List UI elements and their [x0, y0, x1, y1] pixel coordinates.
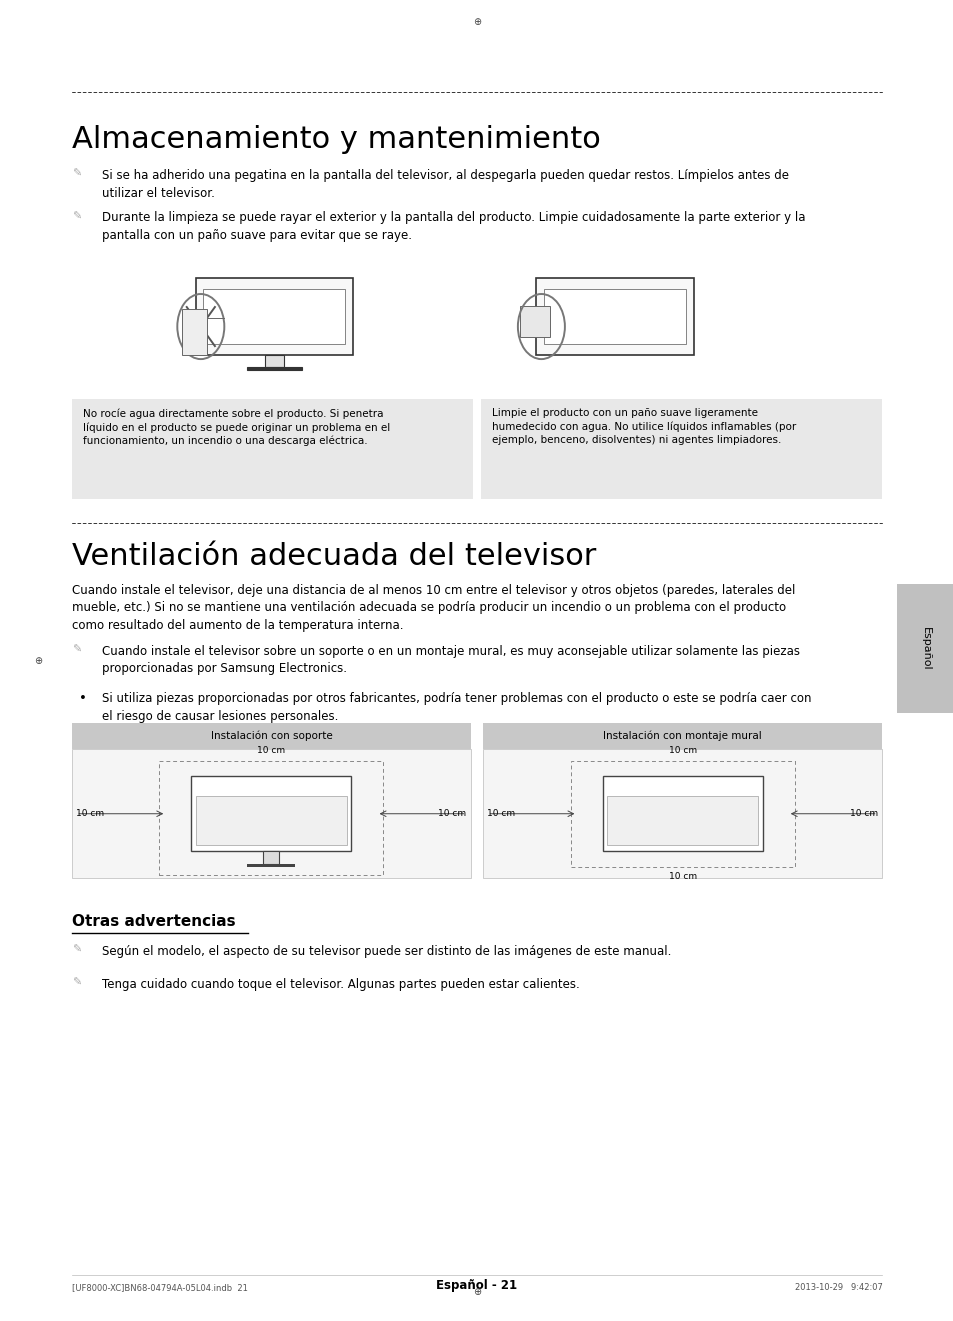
Text: Español: Español [920, 626, 929, 671]
Bar [71, 749, 471, 878]
Bar [520, 306, 549, 337]
Text: Instalación con soporte: Instalación con soporte [211, 731, 332, 741]
Text: Ventilación adecuada del televisor: Ventilación adecuada del televisor [71, 542, 596, 571]
Text: 10 cm: 10 cm [487, 810, 515, 818]
Text: Tenga cuidado cuando toque el televisor. Algunas partes pueden estar calientes.: Tenga cuidado cuando toque el televisor.… [102, 978, 579, 991]
Text: Cuando instale el televisor, deje una distancia de al menos 10 cm entre el telev: Cuando instale el televisor, deje una di… [71, 584, 794, 631]
Text: 10 cm: 10 cm [257, 746, 285, 756]
Bar [607, 797, 757, 844]
Bar [482, 723, 882, 749]
Text: ✎: ✎ [71, 169, 81, 180]
Text: No rocíe agua directamente sobre el producto. Si penetra
líquido en el producto : No rocíe agua directamente sobre el prod… [83, 408, 390, 446]
Bar [192, 777, 351, 851]
Bar [482, 749, 882, 878]
Text: 10 cm: 10 cm [668, 746, 696, 756]
Bar [263, 851, 279, 864]
Text: 10 cm: 10 cm [438, 810, 466, 818]
Bar [265, 354, 283, 367]
Text: 10 cm: 10 cm [76, 810, 104, 818]
Bar [196, 797, 346, 844]
Text: ⊕: ⊕ [473, 17, 480, 28]
Text: 10 cm: 10 cm [849, 810, 877, 818]
Text: ⊕: ⊕ [34, 655, 42, 666]
Bar [247, 367, 301, 370]
Bar [71, 399, 473, 499]
Text: •: • [79, 692, 87, 705]
Text: Almacenamiento y mantenimiento: Almacenamiento y mantenimiento [71, 125, 599, 155]
Text: Instalación con montaje mural: Instalación con montaje mural [602, 731, 761, 741]
Bar [896, 584, 953, 713]
Bar [71, 723, 471, 749]
Text: ✎: ✎ [71, 211, 81, 222]
Text: Español - 21: Español - 21 [436, 1279, 517, 1292]
Bar [536, 279, 693, 354]
Text: Durante la limpieza se puede rayar el exterior y la pantalla del producto. Limpi: Durante la limpieza se puede rayar el ex… [102, 211, 804, 242]
Text: Limpie el producto con un paño suave ligeramente
humedecido con agua. No utilice: Limpie el producto con un paño suave lig… [492, 408, 796, 445]
Bar [570, 761, 794, 867]
Text: 10 cm: 10 cm [668, 872, 696, 881]
Bar [602, 777, 761, 851]
Text: Cuando instale el televisor sobre un soporte o en un montaje mural, es muy acons: Cuando instale el televisor sobre un sop… [102, 645, 800, 675]
Bar [159, 761, 383, 875]
Text: ✎: ✎ [71, 978, 81, 988]
Text: Según el modelo, el aspecto de su televisor puede ser distinto de las imágenes d: Según el modelo, el aspecto de su televi… [102, 945, 671, 958]
Bar [195, 279, 353, 354]
Text: ✎: ✎ [71, 945, 81, 955]
Text: ✎: ✎ [71, 645, 81, 655]
Text: ⊕: ⊕ [473, 1287, 480, 1297]
Text: 2013-10-29   9:42:07: 2013-10-29 9:42:07 [794, 1283, 882, 1292]
Bar [203, 289, 345, 343]
Text: Si utiliza piezas proporcionadas por otros fabricantes, podría tener problemas c: Si utiliza piezas proporcionadas por otr… [102, 692, 811, 723]
Bar [543, 289, 685, 343]
Bar [247, 864, 295, 868]
Text: Si se ha adherido una pegatina en la pantalla del televisor, al despegarla puede: Si se ha adherido una pegatina en la pan… [102, 169, 788, 199]
Text: Otras advertencias: Otras advertencias [71, 914, 235, 929]
Bar [182, 309, 207, 354]
Text: [UF8000-XC]BN68-04794A-05L04.indb  21: [UF8000-XC]BN68-04794A-05L04.indb 21 [71, 1283, 247, 1292]
Bar [480, 399, 882, 499]
